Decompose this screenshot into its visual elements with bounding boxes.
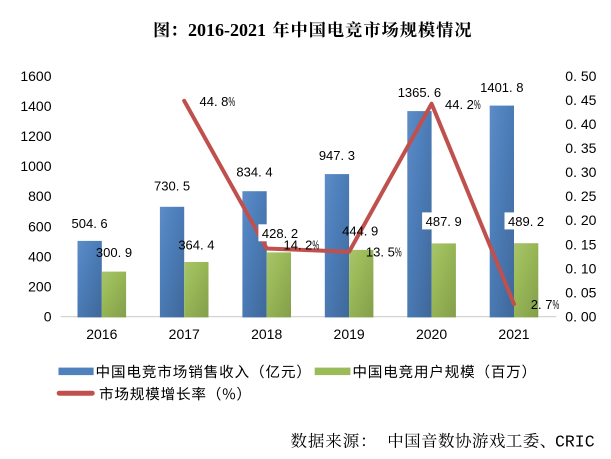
svg-text:428. 2: 428. 2: [262, 226, 298, 241]
svg-text:489. 2: 489. 2: [508, 214, 544, 229]
svg-text:444. 9: 444. 9: [342, 223, 378, 238]
svg-text:0. 45: 0. 45: [565, 92, 596, 108]
svg-text:13. 5%: 13. 5%: [366, 245, 402, 260]
svg-text:0. 35: 0. 35: [565, 140, 596, 156]
svg-text:400: 400: [28, 248, 52, 264]
svg-text:0. 00: 0. 00: [565, 309, 596, 325]
svg-text:2020: 2020: [416, 326, 447, 342]
svg-text:1200: 1200: [20, 128, 51, 144]
svg-text:14. 2%: 14. 2%: [284, 238, 320, 253]
svg-text:0. 30: 0. 30: [565, 164, 596, 180]
svg-text:CRIC: CRIC: [555, 433, 595, 452]
svg-text:2016-2021: 2016-2021: [188, 20, 266, 40]
svg-text:504. 6: 504. 6: [72, 216, 108, 231]
svg-text:0. 25: 0. 25: [565, 188, 596, 204]
svg-text:0: 0: [44, 309, 52, 325]
svg-text:0. 40: 0. 40: [565, 116, 596, 132]
svg-text:300. 9: 300. 9: [96, 245, 132, 260]
svg-text:0. 20: 0. 20: [565, 212, 596, 228]
svg-text:2019: 2019: [334, 326, 365, 342]
svg-text:200: 200: [28, 278, 52, 294]
svg-text:1400: 1400: [20, 98, 51, 114]
svg-text:0. 05: 0. 05: [565, 284, 596, 300]
svg-text:600: 600: [28, 218, 52, 234]
svg-text:1365. 6: 1365. 6: [398, 85, 441, 100]
svg-text:1600: 1600: [20, 68, 51, 84]
svg-text:947. 3: 947. 3: [319, 148, 355, 163]
svg-text:1000: 1000: [20, 158, 51, 174]
svg-text:0. 10: 0. 10: [565, 260, 596, 276]
svg-text:487. 9: 487. 9: [426, 214, 462, 229]
svg-text:1401. 8: 1401. 8: [480, 80, 523, 95]
svg-text:2016: 2016: [86, 326, 117, 342]
svg-text:730. 5: 730. 5: [154, 179, 190, 194]
svg-text:800: 800: [28, 188, 52, 204]
svg-text:364. 4: 364. 4: [178, 237, 214, 252]
svg-text:834. 4: 834. 4: [236, 164, 272, 179]
svg-text:0. 15: 0. 15: [565, 236, 596, 252]
svg-text:44. 8%: 44. 8%: [200, 94, 236, 109]
svg-text:0. 50: 0. 50: [565, 68, 596, 84]
svg-text:44. 2%: 44. 2%: [445, 97, 481, 112]
svg-text:2017: 2017: [169, 326, 200, 342]
svg-text:2021: 2021: [498, 326, 529, 342]
svg-text:2. 7%: 2. 7%: [531, 297, 560, 312]
svg-text:2018: 2018: [251, 326, 282, 342]
